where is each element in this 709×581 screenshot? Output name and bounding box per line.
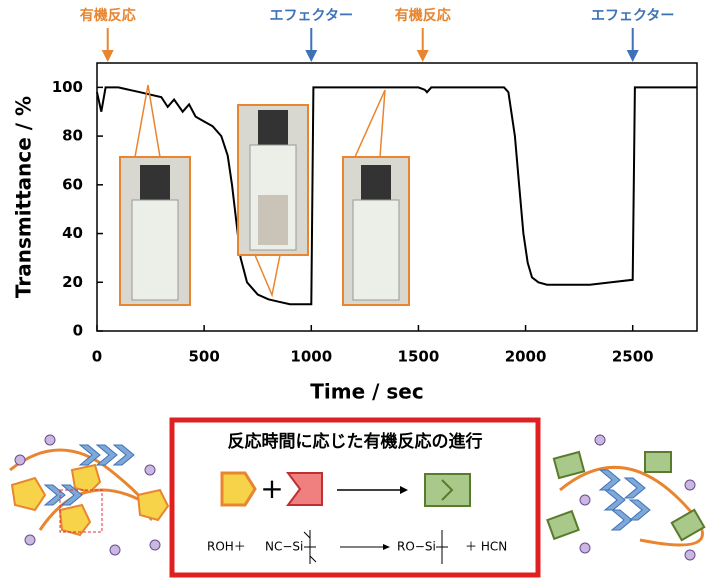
plus: +: [260, 472, 283, 505]
chevrons: [600, 470, 650, 530]
x-tick-label: 1500: [398, 348, 440, 366]
product: [425, 474, 470, 506]
annotation-label: エフェクター: [591, 8, 674, 24]
molecule: [580, 495, 590, 505]
scheme: 反応時間に応じた有機反応の進行 + ROH＋ NC−Si RO−Si ＋ HCN: [172, 420, 538, 575]
reactant2: NC−Si: [265, 540, 303, 554]
gel: [258, 195, 288, 245]
molecule: [685, 550, 695, 560]
molecule: [15, 455, 25, 465]
molecule: [150, 540, 160, 550]
callout: [355, 90, 385, 157]
annotation-arrowhead: [305, 50, 317, 62]
annotation-label: 有機反応: [395, 7, 451, 24]
y-tick-label: 0: [73, 322, 83, 340]
molecule: [685, 480, 695, 490]
product: [672, 510, 705, 540]
x-tick-label: 1000: [290, 348, 332, 366]
pentagon: [138, 490, 168, 520]
product: [547, 511, 578, 539]
molecule: [110, 545, 120, 555]
vial: [353, 200, 399, 300]
y-tick-label: 80: [62, 127, 83, 145]
y-tick-label: 100: [52, 78, 83, 96]
right-illustration: [547, 435, 704, 560]
molecule: [25, 535, 35, 545]
pentagon: [12, 478, 45, 510]
annotation-label: エフェクター: [270, 8, 353, 24]
vial-cap: [361, 165, 391, 200]
vial: [132, 200, 178, 300]
product1: RO−Si: [397, 540, 436, 554]
molecule: [45, 435, 55, 445]
x-tick-label: 500: [188, 348, 219, 366]
x-tick-label: 0: [92, 348, 102, 366]
polymer-chain: [40, 490, 140, 530]
y-tick-label: 60: [62, 175, 83, 193]
x-tick-label: 2500: [612, 348, 654, 366]
y-axis-label: Transmittance / %: [12, 96, 36, 298]
annotation-arrowhead: [102, 50, 114, 62]
scheme-title: 反応時間に応じた有機反応の進行: [228, 431, 483, 452]
reactant1: ROH＋: [207, 540, 246, 554]
molecule: [145, 465, 155, 475]
annotation-arrowhead: [627, 50, 639, 62]
pentagon: [72, 465, 100, 492]
x-tick-label: 2000: [505, 348, 547, 366]
vial-cap: [140, 165, 170, 200]
product2: ＋ HCN: [465, 540, 507, 554]
left-illustration: [10, 435, 168, 555]
pentagon: [60, 505, 90, 535]
figure: 02040608010005001000150020002500Time / s…: [0, 0, 709, 581]
annotation-label: 有機反応: [80, 7, 136, 24]
annotation-arrowhead: [417, 50, 429, 62]
x-axis-label: Time / sec: [310, 380, 423, 404]
y-tick-label: 20: [62, 273, 83, 291]
vial-cap: [258, 110, 288, 145]
photo-insets: [120, 85, 409, 305]
molecule: [580, 543, 590, 553]
callout: [255, 255, 280, 295]
molecule: [595, 435, 605, 445]
product: [554, 452, 584, 478]
product: [645, 452, 671, 472]
y-tick-label: 40: [62, 224, 83, 242]
